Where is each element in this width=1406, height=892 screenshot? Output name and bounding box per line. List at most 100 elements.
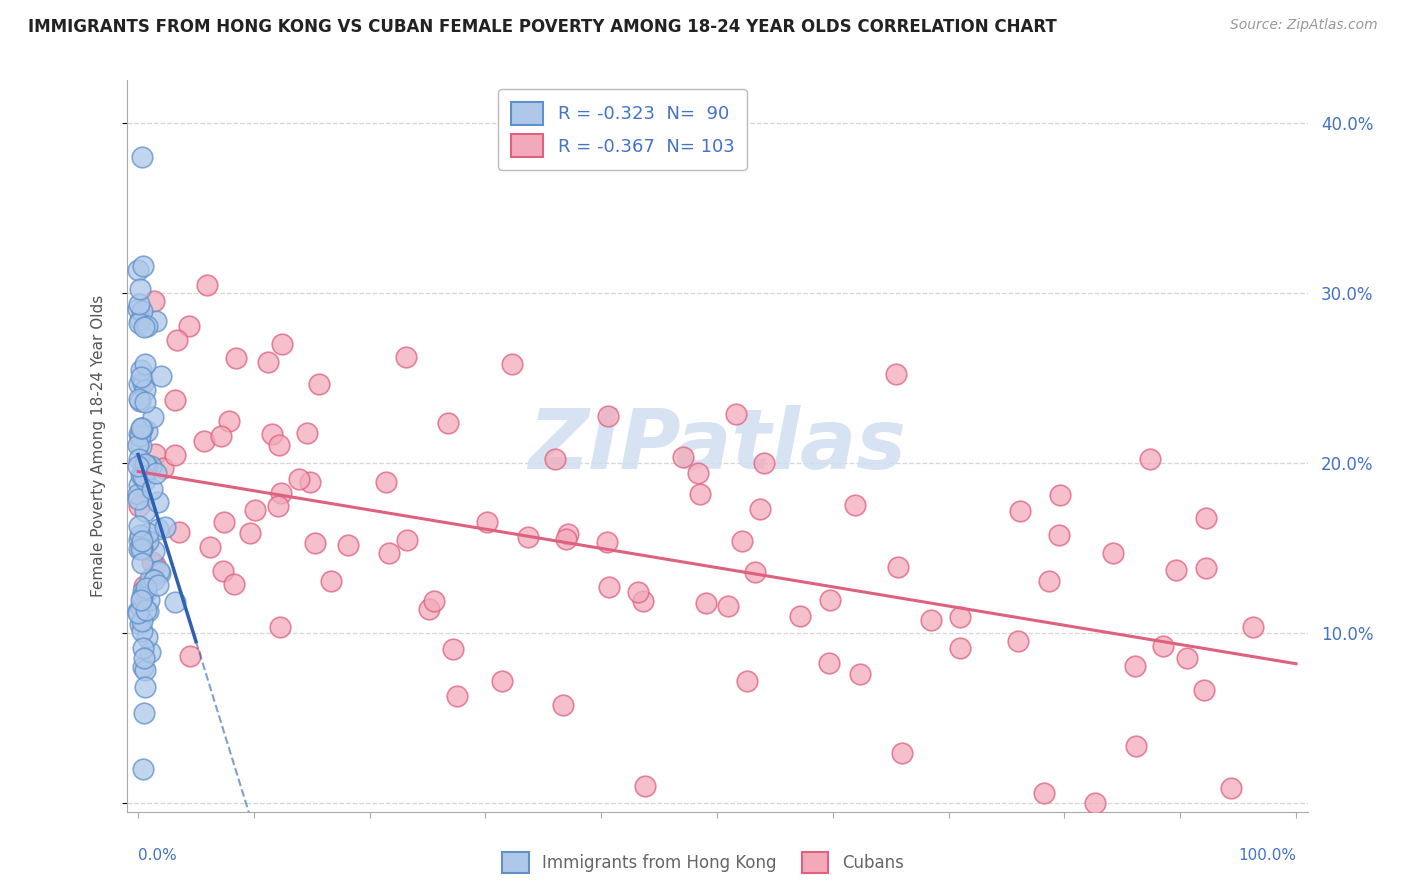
Point bbox=[127, 492, 149, 507]
Point bbox=[271, 336, 294, 351]
Point bbox=[595, 535, 617, 549]
Point bbox=[198, 540, 221, 554]
Point bbox=[131, 376, 153, 390]
Point bbox=[849, 666, 872, 681]
Point bbox=[134, 473, 156, 487]
Point bbox=[1192, 683, 1215, 698]
Point bbox=[135, 631, 157, 645]
Point bbox=[131, 624, 153, 639]
Point bbox=[135, 582, 157, 596]
Point bbox=[598, 581, 620, 595]
Point bbox=[134, 680, 156, 694]
Point bbox=[179, 648, 201, 663]
Point bbox=[256, 355, 278, 369]
Point bbox=[143, 558, 166, 573]
Point bbox=[139, 573, 162, 587]
Point bbox=[129, 593, 152, 607]
Point bbox=[735, 674, 758, 689]
Point bbox=[127, 487, 149, 501]
Point bbox=[1123, 658, 1146, 673]
Point bbox=[193, 434, 215, 449]
Point bbox=[141, 555, 163, 569]
Point bbox=[143, 544, 166, 558]
Point bbox=[269, 620, 291, 634]
Point bbox=[260, 427, 283, 442]
Point bbox=[146, 578, 169, 592]
Point bbox=[633, 593, 655, 607]
Legend: R = -0.323  N=  90, R = -0.367  N= 103: R = -0.323 N= 90, R = -0.367 N= 103 bbox=[498, 89, 747, 170]
Point bbox=[136, 604, 159, 618]
Point bbox=[146, 522, 169, 536]
Point bbox=[131, 762, 153, 776]
Point bbox=[131, 533, 153, 548]
Point bbox=[1038, 574, 1060, 588]
Point bbox=[131, 363, 153, 377]
Point bbox=[129, 616, 152, 631]
Point bbox=[374, 475, 396, 489]
Point bbox=[890, 746, 912, 760]
Point bbox=[557, 527, 579, 541]
Point bbox=[418, 601, 440, 615]
Point bbox=[135, 534, 157, 549]
Point bbox=[209, 429, 232, 443]
Point bbox=[225, 351, 247, 366]
Point bbox=[131, 590, 153, 604]
Point bbox=[884, 367, 907, 381]
Text: 0.0%: 0.0% bbox=[138, 848, 177, 863]
Point bbox=[129, 282, 152, 296]
Point bbox=[1007, 634, 1029, 648]
Point bbox=[128, 377, 150, 392]
Point bbox=[195, 278, 218, 293]
Point bbox=[129, 439, 152, 453]
Point bbox=[695, 595, 717, 609]
Point bbox=[1084, 796, 1107, 810]
Point bbox=[270, 486, 292, 500]
Point bbox=[131, 541, 153, 555]
Point bbox=[1219, 781, 1241, 796]
Point bbox=[297, 426, 319, 441]
Point bbox=[128, 478, 150, 492]
Point bbox=[128, 499, 150, 513]
Point bbox=[127, 604, 149, 618]
Point bbox=[717, 599, 740, 614]
Point bbox=[136, 458, 159, 473]
Point bbox=[128, 316, 150, 330]
Point bbox=[337, 538, 360, 552]
Point bbox=[128, 428, 150, 442]
Point bbox=[141, 482, 163, 496]
Point bbox=[139, 645, 162, 659]
Point bbox=[129, 370, 152, 384]
Point bbox=[304, 536, 326, 550]
Point bbox=[886, 560, 908, 574]
Point bbox=[132, 640, 155, 655]
Point bbox=[627, 585, 650, 599]
Point bbox=[128, 393, 150, 408]
Point bbox=[166, 333, 188, 347]
Point bbox=[269, 438, 291, 452]
Point bbox=[749, 501, 772, 516]
Point bbox=[224, 577, 246, 591]
Point bbox=[142, 573, 165, 587]
Point bbox=[136, 533, 159, 548]
Point bbox=[1008, 504, 1031, 518]
Point bbox=[129, 421, 152, 435]
Point bbox=[128, 452, 150, 467]
Point bbox=[132, 579, 155, 593]
Point bbox=[555, 533, 578, 547]
Text: IMMIGRANTS FROM HONG KONG VS CUBAN FEMALE POVERTY AMONG 18-24 YEAR OLDS CORRELAT: IMMIGRANTS FROM HONG KONG VS CUBAN FEMAL… bbox=[28, 18, 1057, 36]
Point bbox=[239, 525, 262, 540]
Point bbox=[949, 609, 972, 624]
Point bbox=[129, 467, 152, 482]
Point bbox=[436, 416, 458, 430]
Point bbox=[148, 495, 170, 509]
Point bbox=[395, 351, 418, 365]
Point bbox=[132, 650, 155, 665]
Point bbox=[688, 467, 710, 481]
Point bbox=[141, 459, 163, 474]
Point bbox=[127, 459, 149, 474]
Point bbox=[128, 427, 150, 442]
Point bbox=[491, 674, 513, 689]
Point bbox=[212, 515, 235, 529]
Point bbox=[132, 706, 155, 720]
Point bbox=[134, 383, 156, 397]
